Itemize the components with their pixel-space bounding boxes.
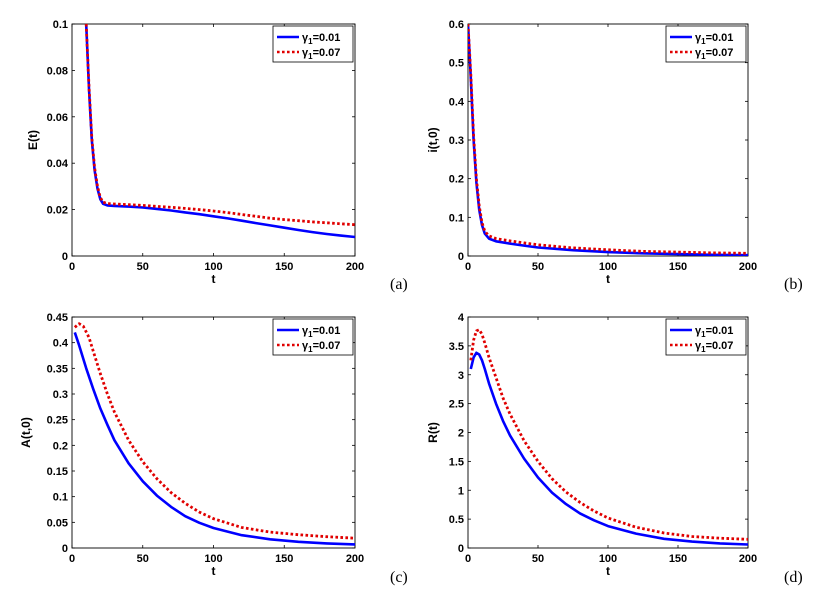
y-tick-label: 0.45 xyxy=(47,312,68,324)
legend-entry: γ1=0.07 xyxy=(302,340,340,354)
y-tick-label: 2.5 xyxy=(449,399,464,411)
x-tick-label: 0 xyxy=(69,553,75,565)
y-tick-label: 0.02 xyxy=(47,205,68,217)
x-tick-label: 100 xyxy=(204,261,222,273)
series-line-gamma1-0-07 xyxy=(84,24,355,227)
y-tick-label: 0.2 xyxy=(53,440,68,452)
series-line-gamma1-0-01 xyxy=(73,331,355,546)
y-tick-label: 0.15 xyxy=(47,466,68,478)
chart-panel-d: 0 50 100 150 200 0 0.5 1 1.5 2 2.5 3 3.5 4 t R(t) γ1=0.0… xyxy=(426,312,803,586)
y-tick-label: 0.1 xyxy=(53,492,68,504)
x-tick-label: 150 xyxy=(669,553,687,565)
chart-panel-a: 0 50 100 150 200 0 0.02 0.04 0.06 0.08 0.1 t E(t) γ1=… xyxy=(26,19,408,293)
y-tick-label: 1 xyxy=(458,485,464,497)
y-tick-label: 0.3 xyxy=(53,389,68,401)
y-tick-label: 0.2 xyxy=(449,174,464,186)
y-tick-label: 1.5 xyxy=(449,456,464,468)
legend-box xyxy=(272,25,354,63)
y-tick-label: 0.5 xyxy=(449,58,464,70)
series-line-gamma1-0-01 xyxy=(469,351,748,546)
panel-tag: (b) xyxy=(784,276,803,293)
series-line-gamma1-0-07 xyxy=(73,322,355,540)
y-tick-label: 0.35 xyxy=(47,363,68,375)
x-tick-label: 0 xyxy=(69,261,75,273)
y-tick-label: 0.04 xyxy=(47,158,69,170)
x-axis-label: t xyxy=(212,564,216,578)
x-tick-label: 50 xyxy=(137,553,149,565)
y-tick-label: 0 xyxy=(458,543,464,555)
legend-entry: γ1=0.07 xyxy=(302,47,340,61)
x-tick-label: 100 xyxy=(599,261,617,273)
y-tick-label: 0.4 xyxy=(53,338,69,350)
y-axis-label: i(t,0) xyxy=(426,127,440,152)
legend-box xyxy=(665,25,747,63)
chart-panel-b: 0 50 100 150 200 0 0.1 0.2 0.3 0.4 0.5 0.6 t i(t,0) γ1… xyxy=(426,19,803,293)
legend-entry: γ1=0.07 xyxy=(695,47,733,61)
x-tick-label: 0 xyxy=(465,553,471,565)
x-tick-label: 150 xyxy=(275,261,293,273)
panel-tag: (a) xyxy=(390,276,408,293)
y-axis-label: E(t) xyxy=(26,130,40,150)
y-tick-label: 0.1 xyxy=(53,19,68,31)
x-tick-label: 200 xyxy=(739,553,757,565)
legend-entry: γ1=0.01 xyxy=(302,32,340,46)
y-tick-label: 0.4 xyxy=(449,96,465,108)
y-axis-label: A(t,0) xyxy=(19,417,33,448)
y-tick-label: 0.08 xyxy=(47,65,68,77)
x-axis-label: t xyxy=(212,272,216,286)
legend-entry: γ1=0.01 xyxy=(302,325,340,339)
y-tick-label: 3.5 xyxy=(449,341,464,353)
x-tick-label: 200 xyxy=(346,553,364,565)
y-tick-label: 0 xyxy=(62,251,68,263)
y-tick-label: 2 xyxy=(458,428,464,440)
legend-box xyxy=(665,318,747,356)
y-tick-label: 0.5 xyxy=(449,514,464,526)
legend-entry: γ1=0.01 xyxy=(695,325,733,339)
panel-tag: (c) xyxy=(390,569,408,586)
x-tick-label: 150 xyxy=(669,261,687,273)
y-axis-label: R(t) xyxy=(426,422,440,443)
y-tick-label: 0.06 xyxy=(47,112,68,124)
y-tick-label: 0.05 xyxy=(47,517,68,529)
legend-entry: γ1=0.01 xyxy=(695,32,733,46)
y-tick-label: 0.6 xyxy=(449,19,464,31)
x-tick-label: 50 xyxy=(137,261,149,273)
x-tick-label: 100 xyxy=(204,553,222,565)
legend-entry: γ1=0.07 xyxy=(695,340,733,354)
y-tick-label: 0.1 xyxy=(449,212,464,224)
x-tick-label: 50 xyxy=(532,261,544,273)
x-tick-label: 200 xyxy=(739,261,757,273)
y-tick-label: 0 xyxy=(458,251,464,263)
y-tick-label: 0.25 xyxy=(47,415,68,427)
x-axis-label: t xyxy=(606,564,610,578)
x-tick-label: 200 xyxy=(346,261,364,273)
y-tick-label: 4 xyxy=(458,312,465,324)
y-tick-label: 0 xyxy=(62,543,68,555)
x-tick-label: 50 xyxy=(532,553,544,565)
x-axis-label: t xyxy=(606,272,610,286)
legend-box xyxy=(272,318,354,356)
y-tick-label: 0.3 xyxy=(449,135,464,147)
series-line-gamma1-0-07 xyxy=(468,24,748,255)
series-line-gamma1-0-07 xyxy=(469,328,748,541)
x-tick-label: 150 xyxy=(275,553,293,565)
x-tick-label: 0 xyxy=(465,261,471,273)
panel-tag: (d) xyxy=(784,569,803,586)
x-tick-label: 100 xyxy=(599,553,617,565)
y-tick-label: 3 xyxy=(458,370,464,382)
chart-panel-c: 0 50 100 150 200 0 0.05 0.1 0.15 0.2 0.25 0.3 0.35 0.… xyxy=(19,312,408,586)
